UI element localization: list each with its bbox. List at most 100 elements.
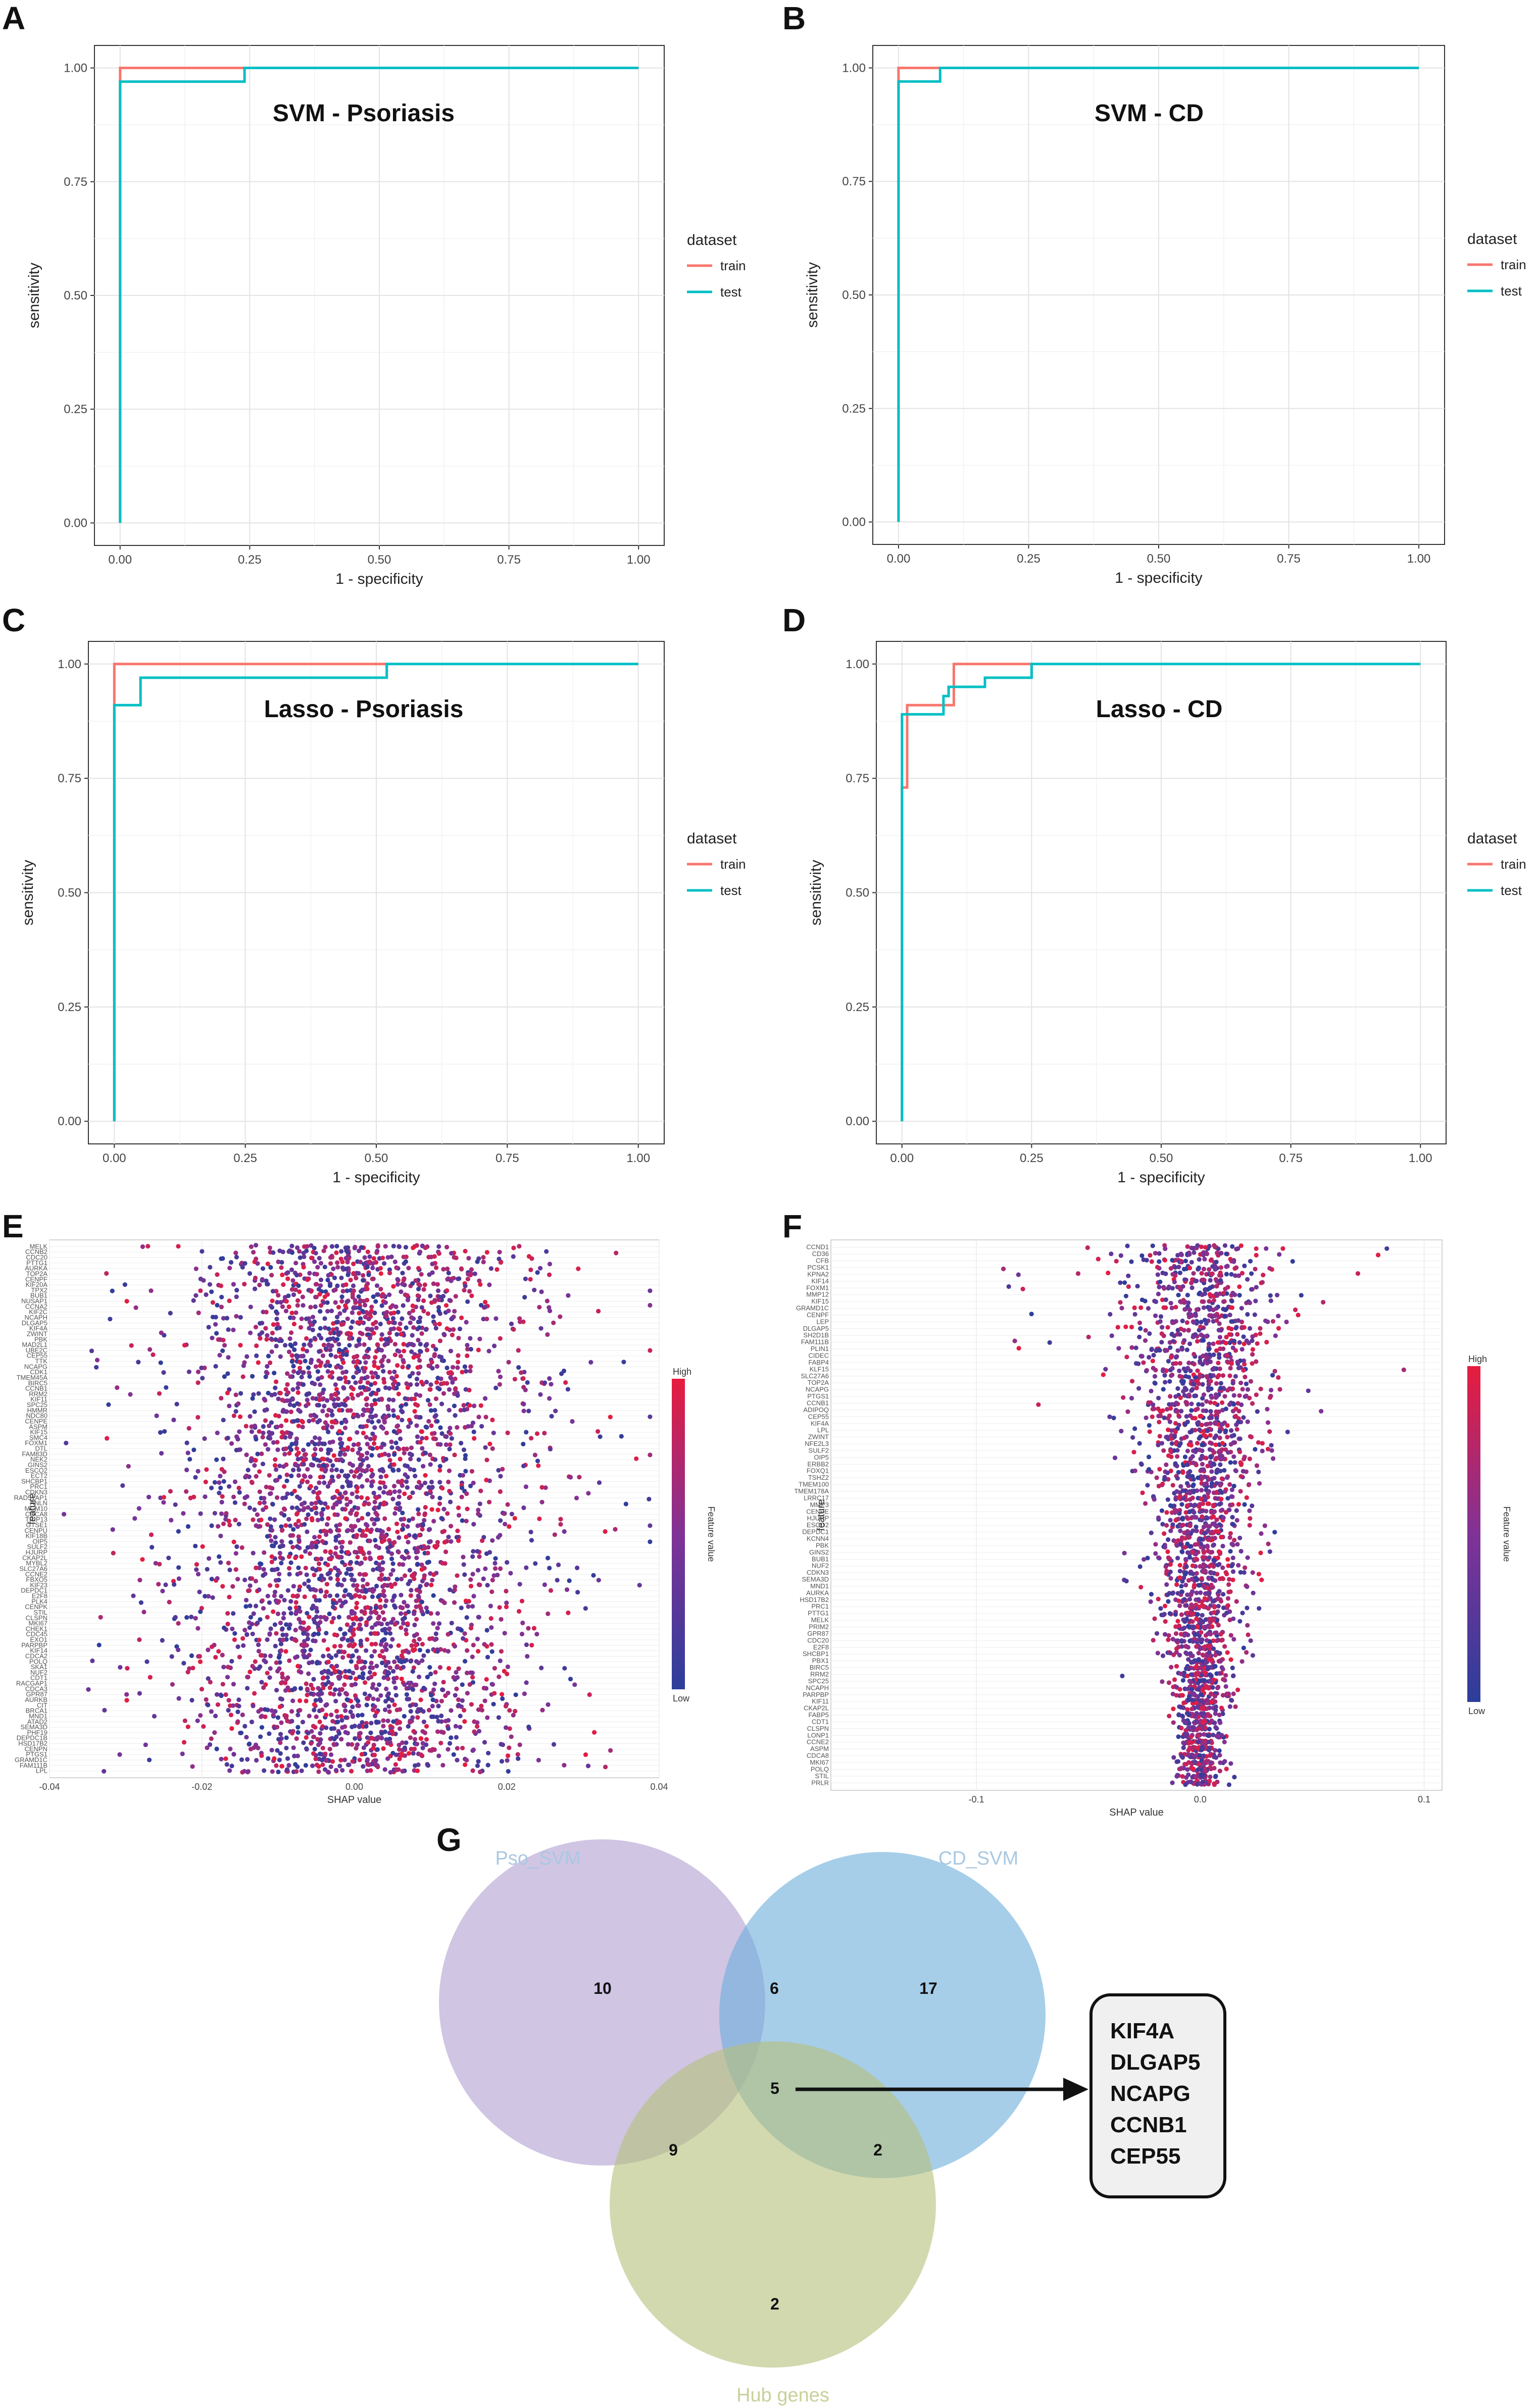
shap-point [463,1659,468,1664]
shap-point [1160,1325,1165,1330]
shap-point [325,1563,330,1568]
shap-point [236,1401,241,1406]
shap-point [465,1353,470,1359]
feature-label: STIL [34,1609,47,1616]
shap-point [483,1445,488,1450]
shap-point [1209,1257,1214,1262]
shap-point [250,1576,255,1581]
shap-point [356,1518,361,1523]
shap-point [447,1408,452,1413]
shap-point [394,1721,400,1726]
shap-point [415,1768,420,1773]
legend-label-train: train [1501,857,1526,872]
shap-point [335,1572,340,1577]
shap-point [423,1473,428,1478]
shap-point [375,1292,380,1297]
shap-point [329,1468,334,1473]
shap-point [247,1414,253,1419]
shap-point [456,1697,461,1702]
shap-point [368,1768,373,1773]
shap-point [406,1610,411,1615]
shap-point [257,1489,262,1494]
shap-point [279,1435,284,1440]
shap-point [333,1392,338,1397]
shap-point [302,1522,307,1527]
shap-point [316,1631,321,1636]
shap-point [476,1508,481,1513]
shap-point [261,1567,266,1572]
shap-point [416,1371,421,1376]
shap-point [264,1370,269,1375]
shap-point [219,1511,224,1516]
shap-point [1221,1291,1226,1296]
shap-point [275,1322,280,1327]
shap-point [325,1675,330,1680]
shap-point [351,1644,356,1649]
shap-point [1132,1305,1137,1311]
shap-point [648,1288,653,1293]
shap-point [419,1544,424,1549]
shap-point [367,1254,372,1259]
shap-point [372,1752,377,1758]
shap-point [364,1424,369,1429]
shap-point [619,1434,624,1439]
shap-point [267,1245,272,1250]
x-tick-label: 1.00 [1409,1151,1432,1165]
shap-point [382,1261,387,1266]
shap-point [1129,1259,1134,1264]
shap-point [357,1342,362,1347]
shap-point [339,1687,344,1692]
shap-point [393,1685,398,1690]
shap-point [374,1325,379,1330]
shap-point [392,1511,398,1516]
shap-point [414,1414,419,1419]
shap-point [402,1659,407,1664]
shap-point [1246,1340,1251,1345]
shap-point [299,1353,304,1359]
shap-point [337,1692,342,1697]
shap-point [294,1769,299,1774]
shap-point [376,1545,382,1550]
shap-point [185,1450,190,1456]
shap-point [387,1271,392,1276]
shap-point [255,1261,260,1266]
shap-point [354,1560,360,1565]
shap-point [335,1577,340,1582]
shap-point [1133,1361,1139,1366]
shap-point [375,1374,380,1379]
panel-letter-b: B [782,0,806,36]
shap-point [1122,1280,1127,1285]
x-tick-label: -0.1 [969,1794,984,1804]
shap-point [318,1326,323,1331]
shap-point [1143,1328,1148,1333]
shap-point [1185,1292,1190,1297]
shap-point [336,1581,341,1586]
shap-point [197,1589,202,1594]
shap-point [357,1594,362,1599]
shap-point [373,1538,378,1543]
y-tick-label: 0.75 [846,772,869,785]
shap-point [215,1576,220,1581]
shap-point [621,1360,626,1365]
shap-point [491,1573,497,1578]
shap-point [352,1474,357,1479]
shap-point [395,1501,400,1507]
shap-point [420,1436,425,1441]
shap-point [286,1763,291,1768]
shap-point [465,1299,470,1304]
shap-point [381,1675,386,1680]
shap-point [208,1265,213,1270]
shap-point [391,1326,396,1331]
shap-point [410,1687,416,1692]
shap-point [317,1598,322,1603]
shap-point [493,1385,499,1390]
shap-point [303,1763,309,1768]
shap-point [334,1250,339,1256]
shap-point [490,1446,495,1451]
shap-point [218,1485,223,1490]
shap-point [435,1649,440,1654]
shap-point [254,1353,259,1359]
shap-point [426,1419,431,1424]
shap-point [385,1718,390,1723]
shap-point [305,1529,310,1534]
